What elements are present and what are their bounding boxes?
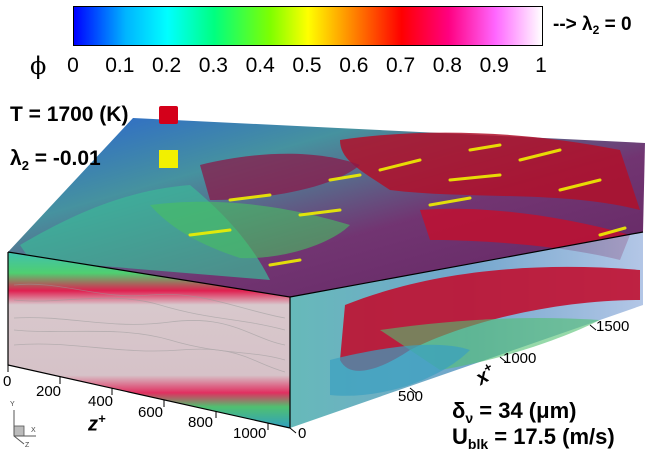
colorbar: [73, 6, 543, 46]
z-tick: 800: [188, 414, 214, 431]
bulk-velocity-annotation: Ublk = 17.5 (m/s): [452, 424, 615, 452]
x-tick: 500: [398, 388, 424, 405]
triad-y: Y: [10, 401, 15, 408]
z-tick: 400: [88, 393, 114, 410]
colorbar-tick: 0.9: [479, 54, 509, 77]
legend-lambda2-label: λ2 = -0.01: [10, 147, 101, 173]
colorbar-tick: 0.3: [198, 54, 228, 77]
y-zero-tick: 0: [298, 425, 307, 442]
temperature-isosurface: [340, 132, 640, 210]
colorbar-tick: 0: [67, 54, 79, 77]
box-front-face: [8, 252, 290, 428]
colorbar-tick: 1: [535, 54, 547, 77]
axis-triad-icon: Y X Z: [10, 401, 36, 448]
colorbar-tick: 0.1: [105, 54, 135, 77]
legend-temperature-label: T = 1700 (K): [10, 103, 129, 126]
colorbar-tick: 0.7: [385, 54, 416, 77]
colorbar-tick: 0.5: [292, 54, 322, 77]
legend-temperature-swatch: [159, 106, 178, 124]
z-axis-label: z+: [88, 411, 106, 436]
colorbar-symbol: ϕ: [30, 52, 47, 80]
z-tick: 0: [3, 373, 12, 390]
vortex-structures: [188, 143, 627, 267]
colorbar-tick: 0.8: [432, 54, 462, 77]
triad-x: X: [31, 427, 36, 434]
colorbar-tick: 0.4: [245, 54, 275, 77]
colorbar-tick: 0.6: [339, 54, 369, 77]
colorbar-tick: 0.2: [151, 54, 182, 77]
triad-z: Z: [25, 442, 30, 448]
z-tick: 600: [138, 404, 164, 421]
z-tick: 200: [36, 383, 62, 400]
x-tick: 1000: [503, 350, 537, 367]
z-tick: 1000: [233, 425, 267, 442]
legend-lambda2-swatch: [159, 150, 178, 168]
colorbar-note: --> λ2 = 0: [553, 14, 632, 37]
viscous-length-annotation: δν = 34 (μm): [452, 398, 577, 426]
x-tick: 1500: [596, 318, 630, 335]
